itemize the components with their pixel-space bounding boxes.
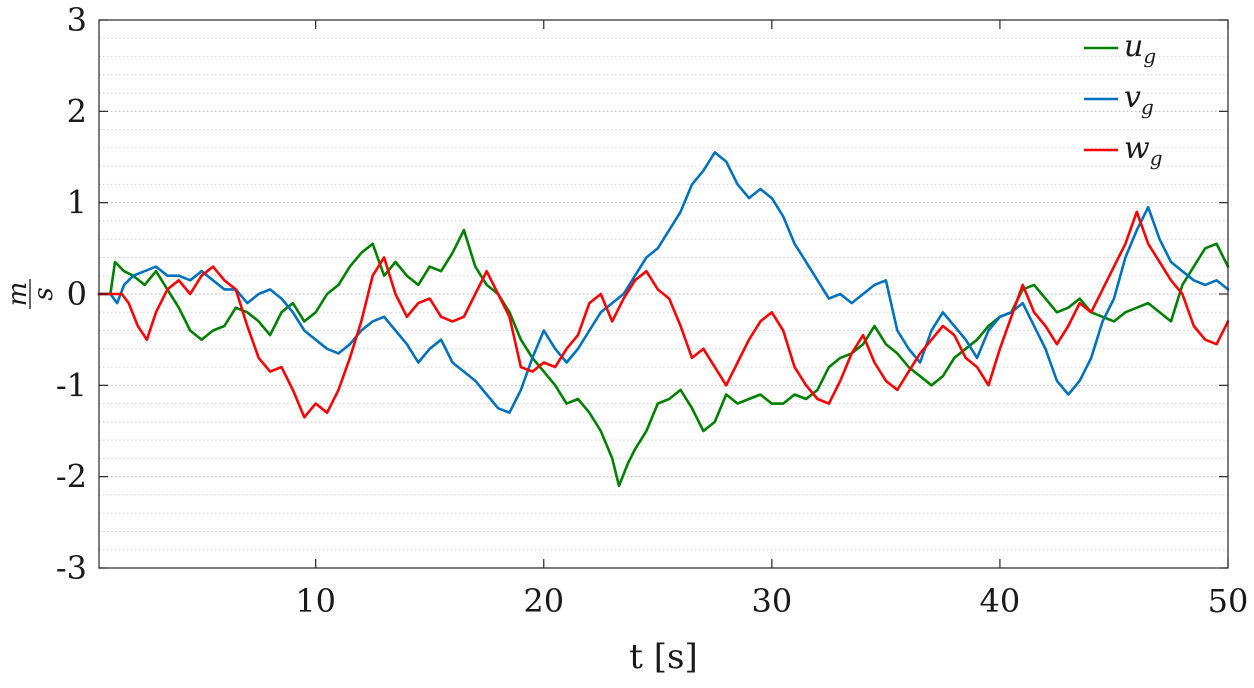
series-line-wg bbox=[97, 210, 1230, 419]
x-tick-label: 20 bbox=[523, 582, 564, 620]
legend-label-vg: vg bbox=[1124, 80, 1154, 119]
y-tick-label: 0 bbox=[67, 275, 87, 313]
x-tick-label: 30 bbox=[751, 582, 792, 620]
y-axis-label: m s bbox=[3, 279, 59, 309]
y-axis-title-numerator: m bbox=[3, 282, 33, 307]
series-line-vg bbox=[97, 151, 1230, 414]
y-tick-label: -1 bbox=[56, 366, 87, 404]
y-tick-label: 2 bbox=[67, 92, 87, 130]
x-axis-title: t [s] bbox=[629, 637, 697, 677]
x-axis-label: t [s] bbox=[629, 637, 697, 677]
y-axis-title-denominator: s bbox=[29, 287, 59, 300]
series-lines bbox=[97, 151, 1230, 488]
y-tick-label: -3 bbox=[56, 549, 87, 587]
axis-ticks: -3 -2 -1 0 1 2 3 10 20 30 40 50 bbox=[56, 1, 1249, 620]
x-tick-label: 40 bbox=[980, 582, 1021, 620]
legend: ug vg wg bbox=[1084, 29, 1163, 170]
series-line-ug bbox=[97, 228, 1230, 488]
y-tick-label: 3 bbox=[67, 1, 87, 39]
legend-label-wg: wg bbox=[1124, 131, 1163, 170]
grid-lines bbox=[99, 19, 1228, 569]
y-tick-label: 1 bbox=[67, 184, 87, 222]
x-tick-label: 50 bbox=[1208, 582, 1249, 620]
legend-label-ug: ug bbox=[1124, 29, 1156, 68]
y-tick-label: -2 bbox=[56, 458, 87, 496]
x-tick-label: 10 bbox=[295, 582, 336, 620]
